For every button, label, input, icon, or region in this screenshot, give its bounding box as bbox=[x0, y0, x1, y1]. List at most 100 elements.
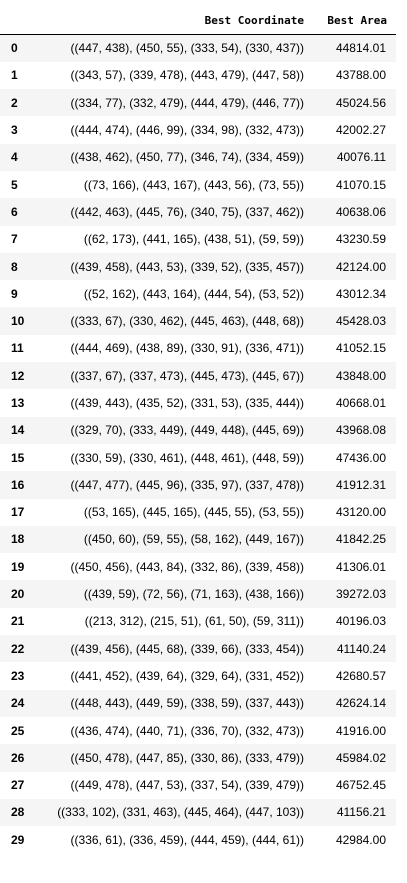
row-index: 29 bbox=[11, 832, 25, 847]
row-index: 19 bbox=[11, 559, 25, 574]
table-row: 3 ((444, 474), (446, 99), (334, 98), (332… bbox=[0, 116, 396, 143]
best-coordinate-cell: ((343, 57), (339, 478), (443, 479), (447… bbox=[70, 68, 304, 83]
row-index: 18 bbox=[11, 532, 25, 547]
best-area-cell: 41916.00 bbox=[335, 723, 386, 738]
best-coordinate-cell: ((438, 462), (450, 77), (346, 74), (334,… bbox=[70, 150, 304, 165]
table-row: 9 ((52, 162), (443, 164), (444, 54), (53,… bbox=[0, 280, 396, 307]
row-index: 16 bbox=[11, 477, 25, 492]
best-coordinate-column-header: Best Coordinate bbox=[33, 6, 310, 35]
row-index: 27 bbox=[11, 778, 25, 793]
row-index: 20 bbox=[11, 587, 25, 602]
best-coordinate-cell: ((213, 312), (215, 51), (61, 50), (59, 3… bbox=[84, 614, 304, 629]
best-coordinate-cell: ((329, 70), (333, 449), (449, 448), (445… bbox=[70, 423, 304, 438]
table-row: 23 ((441, 452), (439, 64), (329, 64), (33… bbox=[0, 662, 396, 689]
row-index: 26 bbox=[11, 750, 25, 765]
table-row: 27 ((449, 478), (447, 53), (337, 54), (33… bbox=[0, 772, 396, 799]
best-area-cell: 42124.00 bbox=[335, 259, 386, 274]
header-row: Best Coordinate Best Area bbox=[0, 6, 396, 35]
table-row: 12 ((337, 67), (337, 473), (445, 473), (4… bbox=[0, 362, 396, 390]
row-index: 22 bbox=[11, 641, 25, 656]
table-body: 0 ((447, 438), (450, 55), (333, 54), (330… bbox=[0, 34, 396, 854]
row-index: 24 bbox=[11, 696, 25, 711]
best-coordinate-cell: ((439, 456), (445, 68), (339, 66), (333,… bbox=[70, 641, 304, 656]
best-coordinate-cell: ((444, 474), (446, 99), (334, 98), (332,… bbox=[70, 123, 304, 138]
row-index: 12 bbox=[11, 368, 25, 383]
row-index: 14 bbox=[11, 423, 25, 438]
table-row: 21 ((213, 312), (215, 51), (61, 50), (59,… bbox=[0, 608, 396, 635]
row-index: 2 bbox=[11, 95, 18, 110]
best-area-cell: 42002.27 bbox=[335, 123, 386, 138]
table-row: 17 ((53, 165), (445, 165), (445, 55), (53… bbox=[0, 499, 396, 526]
row-index: 9 bbox=[11, 286, 18, 301]
best-coordinate-cell: ((450, 456), (443, 84), (332, 86), (339,… bbox=[70, 559, 304, 574]
dataframe-table: Best Coordinate Best Area 0 ((447, 438), … bbox=[0, 6, 396, 853]
best-coordinate-cell: ((53, 165), (445, 165), (445, 55), (53, … bbox=[83, 505, 304, 520]
best-coordinate-cell: ((441, 452), (439, 64), (329, 64), (331,… bbox=[70, 668, 304, 683]
best-area-cell: 41156.21 bbox=[336, 805, 386, 820]
best-area-cell: 40076.11 bbox=[336, 150, 386, 165]
best-area-cell: 43788.00 bbox=[335, 68, 386, 83]
best-area-cell: 41140.24 bbox=[336, 641, 386, 656]
best-area-cell: 40668.01 bbox=[335, 396, 386, 410]
best-area-cell: 44814.01 bbox=[335, 41, 386, 56]
row-index: 21 bbox=[11, 614, 25, 629]
best-coordinate-cell: ((333, 102), (331, 463), (445, 464), (44… bbox=[57, 805, 304, 820]
best-coordinate-cell: ((336, 61), (336, 459), (444, 459), (444… bbox=[70, 832, 304, 847]
best-area-cell: 43848.00 bbox=[335, 368, 386, 383]
table-row: 10 ((333, 67), (330, 462), (445, 463), (4… bbox=[0, 307, 396, 335]
best-area-cell: 41070.15 bbox=[335, 177, 386, 192]
row-index: 0 bbox=[11, 41, 18, 56]
row-index: 7 bbox=[11, 232, 18, 247]
table-row: 6 ((442, 463), (445, 76), (340, 75), (337… bbox=[0, 198, 396, 226]
table-row: 26 ((450, 478), (447, 85), (330, 86), (33… bbox=[0, 744, 396, 772]
best-area-cell: 41842.25 bbox=[335, 532, 386, 547]
row-index: 5 bbox=[11, 177, 18, 192]
best-area-cell: 39272.03 bbox=[335, 587, 386, 602]
row-index: 3 bbox=[11, 123, 18, 138]
table-row: 13 ((439, 443), (435, 52), (331, 53), (33… bbox=[0, 389, 396, 416]
best-coordinate-cell: ((439, 458), (443, 53), (339, 52), (335,… bbox=[70, 259, 304, 274]
best-area-cell: 43968.08 bbox=[335, 423, 386, 438]
row-index: 1 bbox=[11, 68, 18, 83]
best-coordinate-cell: ((436, 474), (440, 71), (336, 70), (332,… bbox=[70, 723, 304, 738]
table-row: 16 ((447, 477), (445, 96), (335, 97), (33… bbox=[0, 471, 396, 499]
best-area-cell: 42680.57 bbox=[335, 668, 386, 683]
table-row: 8 ((439, 458), (443, 53), (339, 52), (335… bbox=[0, 252, 396, 281]
best-coordinate-cell: ((442, 463), (445, 76), (340, 75), (337,… bbox=[70, 204, 304, 219]
row-index: 25 bbox=[11, 723, 25, 738]
table-row: 1 ((343, 57), (339, 478), (443, 479), (44… bbox=[0, 62, 396, 89]
best-area-cell: 43120.00 bbox=[335, 505, 386, 520]
row-index: 17 bbox=[11, 505, 25, 520]
best-area-cell: 42984.00 bbox=[335, 832, 386, 847]
best-coordinate-cell: ((333, 67), (330, 462), (445, 463), (448… bbox=[70, 314, 304, 329]
best-coordinate-cell: ((52, 162), (443, 164), (444, 54), (53, … bbox=[83, 286, 304, 301]
best-coordinate-cell: ((449, 478), (447, 53), (337, 54), (339,… bbox=[70, 778, 304, 793]
table-row: 29 ((336, 61), (336, 459), (444, 459), (4… bbox=[0, 826, 396, 853]
row-index: 23 bbox=[11, 668, 25, 683]
table-row: 4 ((438, 462), (450, 77), (346, 74), (334… bbox=[0, 143, 396, 171]
best-coordinate-cell: ((450, 478), (447, 85), (330, 86), (333,… bbox=[70, 750, 304, 765]
best-coordinate-cell: ((337, 67), (337, 473), (445, 473), (445… bbox=[70, 368, 304, 383]
table-row: 11 ((444, 469), (438, 89), (330, 91), (33… bbox=[0, 335, 396, 362]
table-row: 14 ((329, 70), (333, 449), (449, 448), (4… bbox=[0, 416, 396, 444]
table-row: 24 ((448, 443), (449, 59), (338, 59), (33… bbox=[0, 689, 396, 717]
table-row: 19 ((450, 456), (443, 84), (332, 86), (33… bbox=[0, 553, 396, 580]
best-coordinate-cell: ((62, 173), (441, 165), (438, 51), (59, … bbox=[83, 232, 304, 247]
best-area-cell: 43230.59 bbox=[335, 232, 386, 247]
table-row: 22 ((439, 456), (445, 68), (339, 66), (33… bbox=[0, 635, 396, 663]
best-area-cell: 45024.56 bbox=[335, 95, 386, 110]
row-index: 15 bbox=[11, 450, 25, 465]
table-row: 20 ((439, 59), (72, 56), (71, 163), (438,… bbox=[0, 580, 396, 608]
row-index: 8 bbox=[11, 259, 18, 274]
best-area-cell: 43012.34 bbox=[335, 286, 386, 301]
best-area-cell: 40638.06 bbox=[335, 204, 386, 219]
table-row: 2 ((334, 77), (332, 479), (444, 479), (44… bbox=[0, 89, 396, 117]
index-column-header bbox=[0, 6, 33, 35]
best-area-cell: 47436.00 bbox=[335, 450, 386, 465]
best-area-cell: 41052.15 bbox=[335, 341, 386, 356]
table-row: 0 ((447, 438), (450, 55), (333, 54), (330… bbox=[0, 34, 396, 62]
row-index: 10 bbox=[11, 314, 25, 329]
best-coordinate-cell: ((73, 166), (443, 167), (443, 56), (73, … bbox=[83, 177, 304, 192]
row-index: 6 bbox=[11, 204, 18, 219]
